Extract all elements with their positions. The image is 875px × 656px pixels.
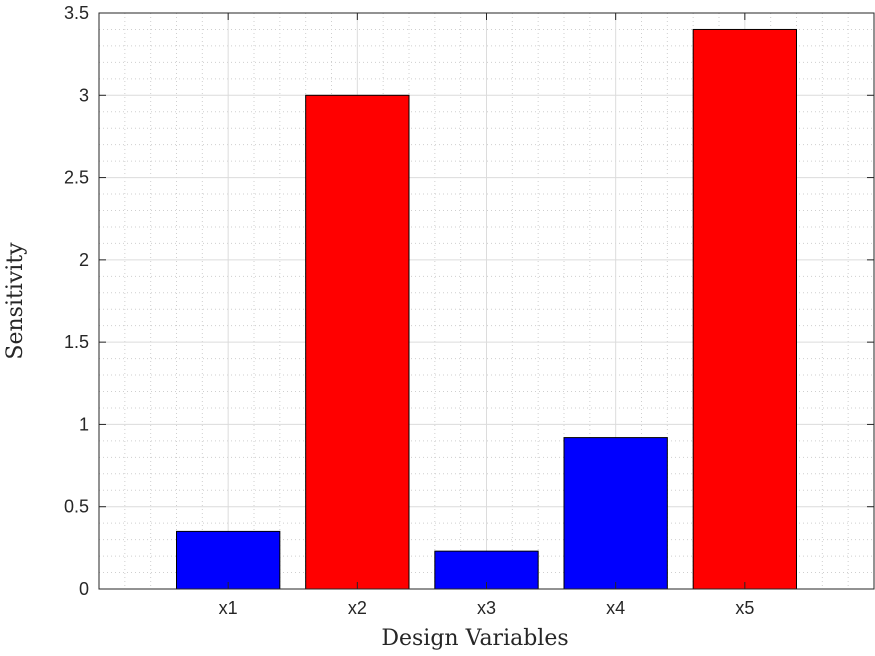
x-tick-label-x4: x4 — [606, 598, 625, 618]
bar-x4 — [563, 437, 668, 590]
bar-x1 — [176, 530, 281, 590]
y-tick-label: 3 — [79, 85, 89, 105]
y-tick-label: 0 — [79, 579, 89, 599]
bar-x5 — [692, 28, 798, 590]
x-tick-label-x3: x3 — [477, 598, 496, 618]
bar-x2 — [305, 94, 410, 590]
y-tick-label: 1 — [79, 414, 89, 434]
x-tick-labels: x1 x2 x3 x4 x5 — [219, 598, 755, 618]
y-tick-label: 1.5 — [64, 332, 89, 352]
x-axis-title: Design Variables — [381, 626, 568, 651]
tick-marks — [99, 12, 874, 590]
x-tick-label-x5: x5 — [735, 598, 754, 618]
y-axis-title: Sensitivity — [3, 242, 28, 360]
bars — [176, 28, 798, 590]
y-tick-label: 0.5 — [64, 497, 89, 517]
x-tick-label-x2: x2 — [348, 598, 367, 618]
x-tick-label-x1: x1 — [219, 598, 238, 618]
y-tick-label: 3.5 — [64, 3, 89, 23]
y-tick-labels: 0 0.5 1 1.5 2 2.5 3 3.5 — [64, 3, 89, 599]
y-tick-label: 2.5 — [64, 168, 89, 188]
y-tick-label: 2 — [79, 250, 89, 270]
